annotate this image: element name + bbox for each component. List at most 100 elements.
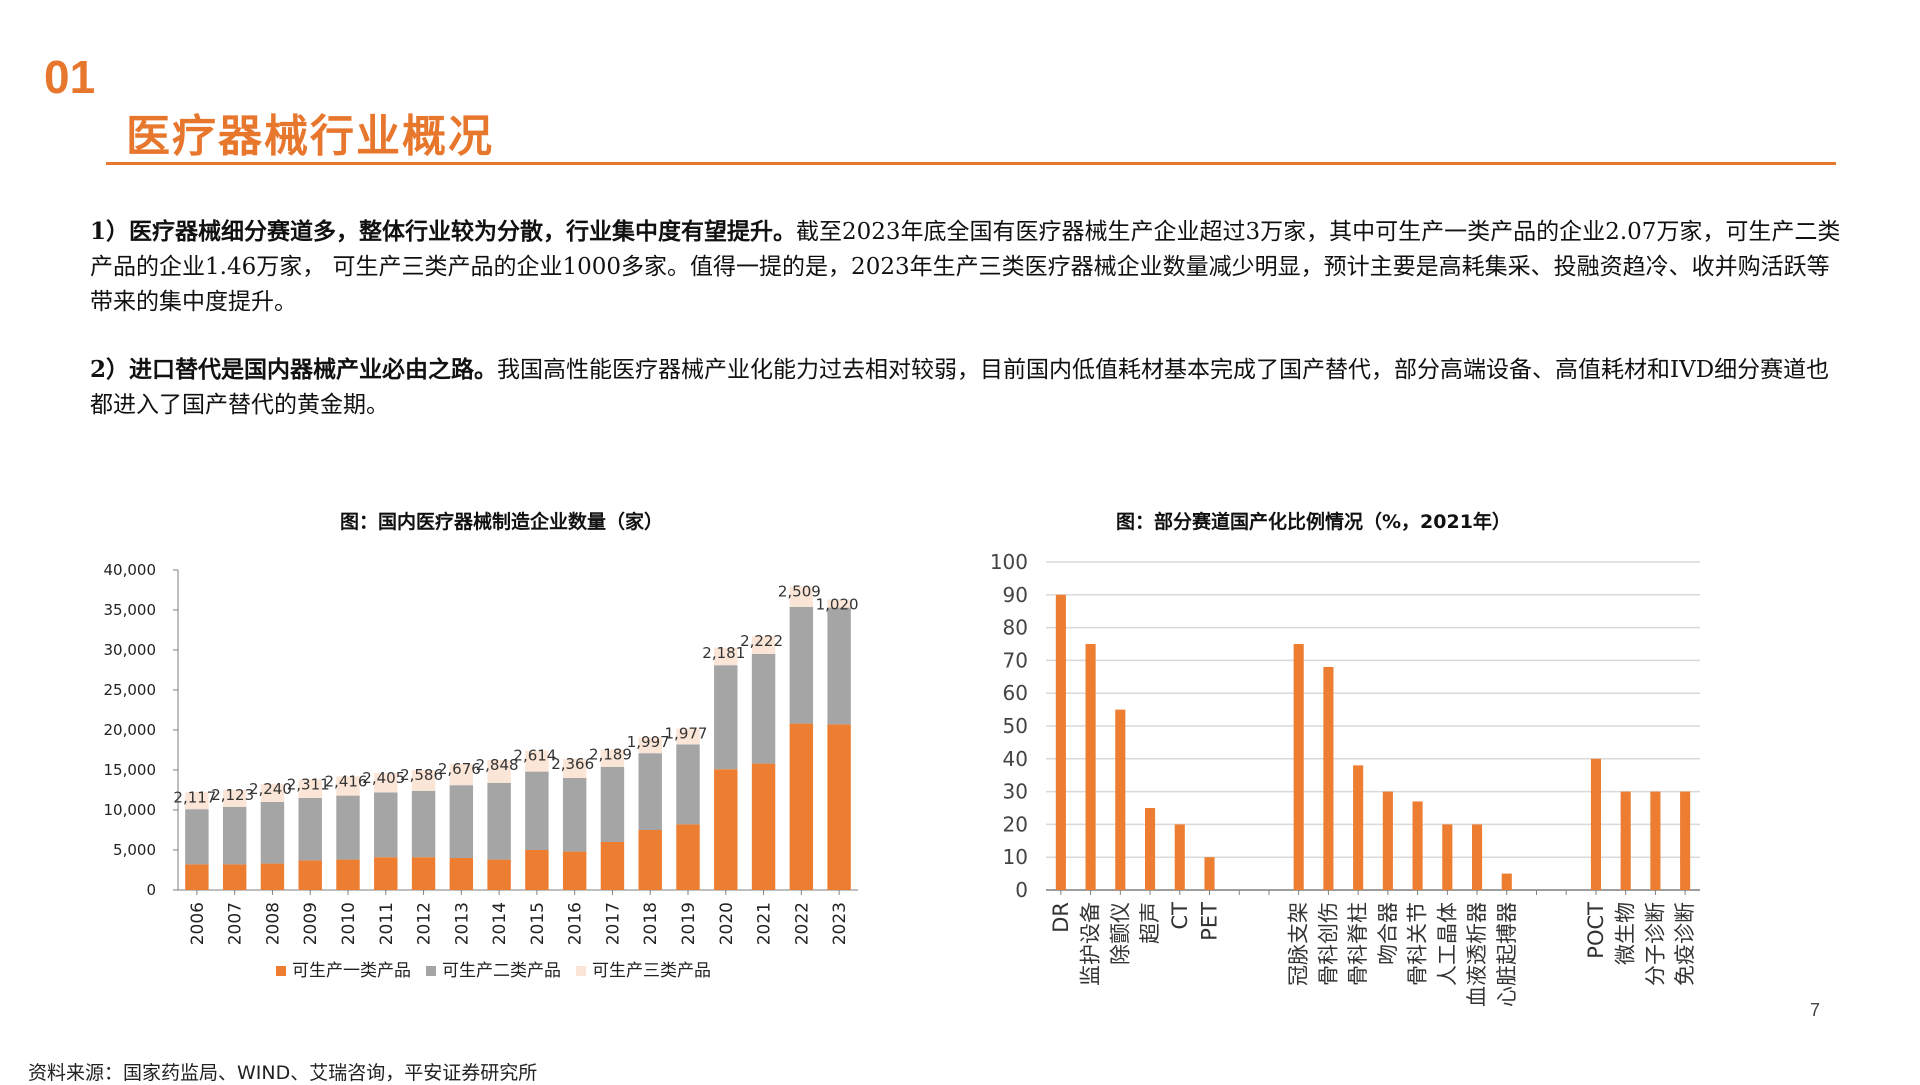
x-tick-label: 2018 xyxy=(641,902,661,945)
y-tick-label: 15,000 xyxy=(104,761,157,779)
bar-segment-1 xyxy=(789,723,814,890)
bar-segment-2 xyxy=(789,606,814,724)
x-tick-label: 2006 xyxy=(188,902,208,945)
bar xyxy=(1323,666,1334,890)
bar xyxy=(1382,791,1393,890)
bar-segment-3 xyxy=(185,792,209,810)
x-tick-label: 骨科创伤 xyxy=(1316,902,1340,986)
data-label: 2,311 xyxy=(287,776,330,794)
x-tick-label: 2008 xyxy=(263,902,283,945)
bar-segment-2 xyxy=(487,782,511,860)
bar xyxy=(1620,791,1631,890)
bar-segment-1 xyxy=(827,724,851,890)
x-tick-label: 心脏起搏器 xyxy=(1495,902,1519,1007)
paragraph-1-lead: 1）医疗器械细分赛道多，整体行业较为分散，行业集中度有望提升。 xyxy=(90,218,797,245)
data-label: 1,977 xyxy=(665,725,708,743)
x-tick-label: 2015 xyxy=(528,902,548,945)
y-tick-label: 10,000 xyxy=(104,801,157,819)
bar xyxy=(1293,644,1304,890)
bar-segment-2 xyxy=(638,753,662,830)
bar-segment-2 xyxy=(449,785,474,858)
y-tick-label: 40,000 xyxy=(104,561,157,579)
x-tick-label: 2014 xyxy=(490,902,510,945)
bar-segment-1 xyxy=(638,830,662,890)
bar-segment-1 xyxy=(298,860,322,890)
chart-2-title: 图：部分赛道国产化比例情况（%，2021年） xyxy=(1116,511,1511,533)
data-label: 2,181 xyxy=(702,644,745,662)
y-tick-label: 100 xyxy=(990,550,1028,574)
y-tick-label: 30,000 xyxy=(104,641,157,659)
bar xyxy=(1204,857,1215,890)
y-tick-label: 40 xyxy=(1003,747,1028,771)
x-tick-label: 2020 xyxy=(717,902,737,945)
x-tick-label: 2010 xyxy=(339,902,359,945)
bar-segment-2 xyxy=(185,809,209,865)
data-label: 2,123 xyxy=(211,786,254,804)
paragraph-1: 1）医疗器械细分赛道多，整体行业较为分散，行业集中度有望提升。截至2023年底全… xyxy=(90,214,1850,320)
bar-segment-1 xyxy=(751,763,776,890)
bar-segment-2 xyxy=(411,790,436,858)
data-label: 2,405 xyxy=(362,769,405,787)
bar xyxy=(1055,594,1066,890)
x-tick-label: 微生物 xyxy=(1614,902,1638,965)
bar-segment-1 xyxy=(562,851,587,890)
bar-segment-1 xyxy=(411,857,436,890)
x-tick-label: 吻合器 xyxy=(1376,902,1400,965)
x-tick-label: 人工晶体 xyxy=(1435,902,1459,986)
bar-segment-3 xyxy=(638,737,662,754)
data-label: 2,117 xyxy=(173,788,216,806)
paragraph-2: 2）进口替代是国内器械产业必由之路。我国高性能医疗器械产业化能力过去相对较弱，目… xyxy=(90,352,1850,423)
x-tick-label: 血液透析器 xyxy=(1465,902,1489,1007)
data-label: 2,222 xyxy=(740,632,783,650)
y-tick-label: 60 xyxy=(1003,681,1028,705)
x-tick-label: 2009 xyxy=(301,902,321,945)
x-tick-label: DR xyxy=(1049,902,1073,933)
bar-segment-2 xyxy=(676,744,700,825)
bar-segment-1 xyxy=(525,850,549,890)
x-tick-label: 2012 xyxy=(415,902,435,945)
data-label: 2,848 xyxy=(476,756,519,774)
chart-1-title: 图：国内医疗器械制造企业数量（家） xyxy=(340,511,664,533)
data-label: 1,997 xyxy=(627,733,670,751)
legend-swatch-3 xyxy=(576,966,586,976)
bar xyxy=(1115,709,1126,890)
bar-segment-3 xyxy=(374,773,398,793)
source-note: 资料来源：国家药监局、WIND、艾瑞咨询，平安证券研究所 xyxy=(28,1062,538,1084)
x-tick-label: 2021 xyxy=(755,902,775,945)
x-tick-label: POCT xyxy=(1584,902,1608,959)
bar-segment-3 xyxy=(260,784,285,802)
bar xyxy=(1085,644,1096,890)
bar-segment-3 xyxy=(827,599,851,608)
paragraph-1-body: 截至2023年底全国有医疗器械生产企业超过3万家，其中可生产一类产品的企业2.0… xyxy=(90,219,1841,315)
data-label: 2,614 xyxy=(513,747,556,765)
bar-segment-2 xyxy=(260,802,285,864)
x-tick-label: 分子诊断 xyxy=(1643,902,1667,986)
bar-segment-3 xyxy=(676,728,700,745)
data-label: 2,586 xyxy=(400,766,443,784)
y-tick-label: 20,000 xyxy=(104,721,157,739)
x-tick-label: 2007 xyxy=(226,902,246,945)
x-tick-label: 2019 xyxy=(679,902,699,945)
legend-label-3: 可生产三类产品 xyxy=(592,961,711,981)
bar-segment-2 xyxy=(827,607,851,725)
data-label: 2,509 xyxy=(778,583,821,601)
y-tick-label: 25,000 xyxy=(104,681,157,699)
legend-label-1: 可生产一类产品 xyxy=(292,961,411,981)
y-tick-label: 10 xyxy=(1003,845,1028,869)
bar-segment-3 xyxy=(298,779,322,798)
bar-segment-1 xyxy=(487,859,511,890)
bar-segment-1 xyxy=(222,864,247,890)
bar-segment-2 xyxy=(374,792,398,858)
data-label: 2,189 xyxy=(589,745,632,763)
y-tick-label: 80 xyxy=(1003,616,1028,640)
x-tick-label: 骨科脊柱 xyxy=(1346,902,1370,986)
bar-segment-3 xyxy=(449,763,474,786)
bar xyxy=(1501,873,1512,890)
page-number: 7 xyxy=(1810,1000,1821,1020)
bar-segment-2 xyxy=(222,806,247,865)
x-tick-label: 除颤仪 xyxy=(1108,902,1132,965)
x-tick-label: 2022 xyxy=(792,902,812,945)
y-tick-label: 30 xyxy=(1003,780,1028,804)
bar-segment-2 xyxy=(751,654,776,764)
bar xyxy=(1412,801,1423,890)
